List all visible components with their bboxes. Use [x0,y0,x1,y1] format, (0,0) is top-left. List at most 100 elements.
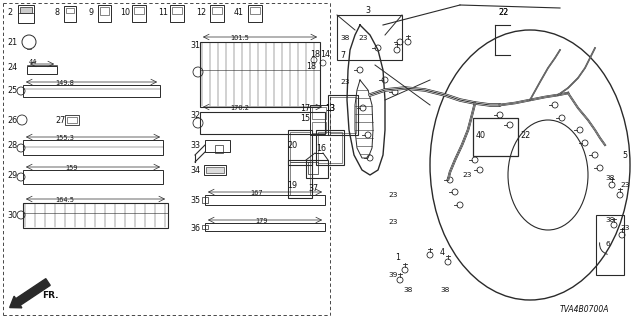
Bar [328,95,358,135]
Bar [288,130,312,165]
Bar [20,7,32,13]
Bar [18,5,34,23]
Bar [98,5,111,22]
Text: 13: 13 [325,103,335,113]
Text: 38: 38 [605,217,614,223]
Text: 22: 22 [498,7,508,17]
Text: 10: 10 [120,7,130,17]
Text: 167: 167 [250,190,262,196]
Text: 18: 18 [310,50,320,59]
Text: 6: 6 [606,241,611,247]
Text: 38: 38 [605,175,614,181]
Bar [100,7,109,15]
Text: 170.2: 170.2 [230,105,249,111]
Text: 3: 3 [365,5,370,14]
Text: 23: 23 [620,182,629,188]
Text: 101.5: 101.5 [230,35,249,41]
Bar [23,140,163,155]
Bar [212,7,222,14]
Text: 40: 40 [476,131,486,140]
Bar [250,7,260,14]
Text: 15: 15 [300,114,310,123]
Text: 28: 28 [7,140,17,149]
Text: 27: 27 [55,116,65,124]
Text: 21: 21 [7,37,17,46]
Bar [65,115,79,125]
Text: 8: 8 [54,7,59,17]
Text: FR.: FR. [42,291,58,300]
Bar [215,145,223,153]
Text: 33: 33 [190,140,200,149]
Text: 20: 20 [287,140,297,149]
Text: 23: 23 [620,225,629,231]
Bar [66,8,74,13]
Text: 7: 7 [340,51,345,60]
Bar [202,197,208,203]
Text: 26: 26 [7,116,17,124]
Text: 39: 39 [388,272,397,278]
Bar [290,132,310,162]
Bar [312,122,326,133]
Bar [170,5,184,22]
Text: 31: 31 [190,41,200,50]
Text: 5: 5 [622,150,627,159]
Bar [27,66,57,74]
Text: 22: 22 [498,7,508,17]
Bar [200,112,325,134]
Bar [330,97,356,133]
Text: 44: 44 [29,59,38,65]
Bar [134,7,144,14]
Bar [205,140,230,152]
Text: 25: 25 [7,85,17,94]
Text: 12: 12 [196,7,206,17]
Bar [310,105,328,135]
Bar [205,195,325,205]
Text: 30: 30 [7,211,17,220]
Bar [67,117,77,123]
Text: 11: 11 [158,7,168,17]
Text: 164.5: 164.5 [55,197,74,203]
Text: 23: 23 [340,79,349,85]
Text: 9: 9 [88,7,93,17]
Text: 14: 14 [320,50,330,59]
Text: TVA4B0700A: TVA4B0700A [560,306,609,315]
Bar [290,162,310,195]
Bar [205,223,325,231]
Bar [132,5,146,22]
Text: 23: 23 [388,192,397,198]
Bar [288,160,312,198]
Text: 179: 179 [255,218,268,224]
Bar [200,42,320,107]
Bar [310,105,328,135]
Text: 23: 23 [388,219,397,225]
Bar [64,6,76,22]
Bar [23,85,160,97]
Bar [172,7,182,14]
Text: 23: 23 [358,35,367,41]
Text: 38: 38 [340,35,349,41]
Text: 32: 32 [190,110,200,119]
Bar [308,162,318,174]
Text: 34: 34 [190,165,200,174]
Text: 159: 159 [65,165,77,171]
Text: 38: 38 [440,287,449,293]
Text: 24: 24 [7,62,17,71]
Text: 18: 18 [306,61,316,70]
Text: 19: 19 [287,180,297,189]
Bar [202,225,208,229]
Bar [312,107,326,119]
Text: 1: 1 [395,253,400,262]
Bar [248,5,262,22]
Bar [204,165,226,175]
Bar [306,160,328,178]
Bar [337,15,402,60]
Bar [318,132,342,163]
Text: 38: 38 [403,287,412,293]
Text: 155.3: 155.3 [55,135,74,141]
Text: 37: 37 [308,183,318,193]
Text: 2: 2 [7,7,12,17]
Text: 23: 23 [462,172,472,178]
Text: 22: 22 [520,131,531,140]
Text: 16: 16 [316,143,326,153]
Bar [473,118,518,156]
